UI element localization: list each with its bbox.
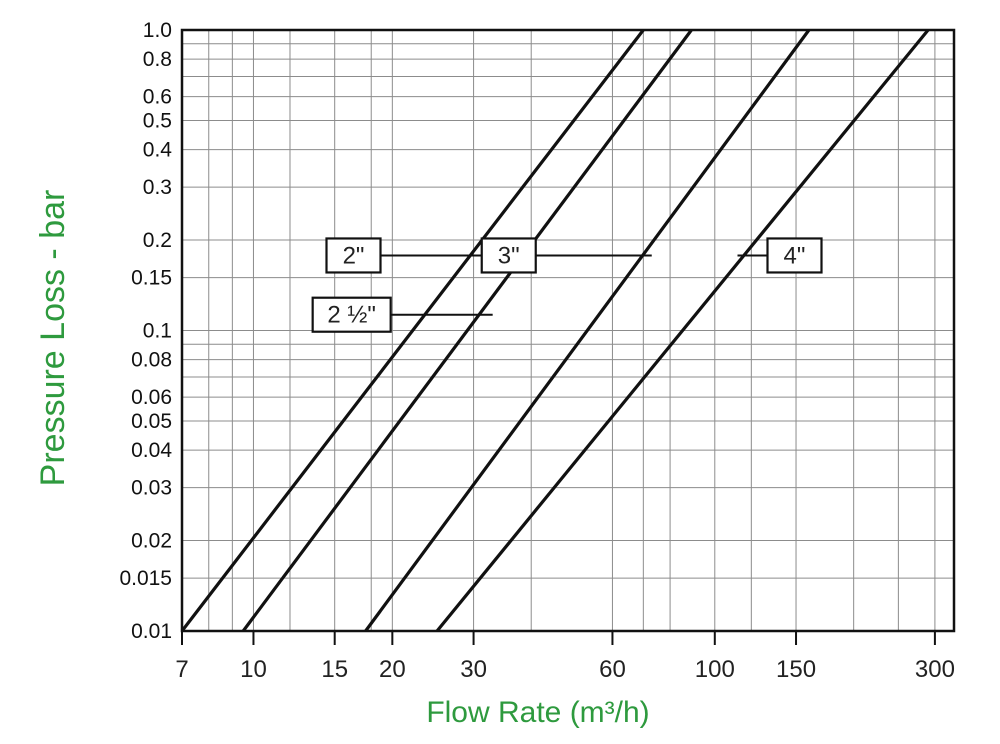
x-tick-labels: 7 10 15 20 30 60 100 150 300 — [175, 631, 955, 683]
y-tick-label: 0.4 — [143, 139, 173, 162]
series-label: 2" — [343, 242, 365, 269]
y-tick-label: 0.06 — [131, 386, 172, 409]
y-tick-label: 0.04 — [131, 439, 172, 462]
y-tick-label: 0.15 — [131, 267, 172, 290]
series-label: 2 ½" — [327, 302, 376, 329]
series-label: 3" — [498, 242, 520, 269]
x-axis-title: Flow Rate (m³/h) — [426, 696, 649, 729]
y-tick-label: 0.03 — [131, 477, 172, 500]
y-tick-labels: 1.0 0.8 0.60.5 0.4 0.3 0.2 0.15 0.1 0.08 0.060.05… — [119, 19, 172, 643]
x-tick-label: 150 — [776, 656, 816, 683]
y-tick-label: 0.08 — [131, 349, 172, 372]
y-tick-label: 0.1 — [143, 320, 172, 343]
x-tick-label: 300 — [915, 656, 955, 683]
y-tick-label: 0.015 — [119, 567, 172, 590]
y-axis-title: Pressure Loss - bar — [34, 190, 72, 487]
y-tick-label: 0.2 — [143, 229, 172, 252]
grid — [182, 30, 954, 631]
series-labels: 2" 2 ½" 3" 4" — [311, 237, 823, 333]
x-tick-label: 10 — [240, 656, 267, 683]
x-tick-label: 7 — [175, 656, 188, 683]
x-tick-label: 20 — [379, 656, 406, 683]
y-tick-label: 1.0 — [143, 19, 172, 42]
series-line — [180, 29, 645, 632]
series-line — [364, 29, 811, 632]
x-tick-label: 100 — [695, 656, 735, 683]
y-tick-label: 0.6 — [143, 86, 172, 109]
series-line — [435, 28, 930, 633]
x-tick-label: 60 — [599, 656, 626, 683]
y-tick-label: 0.3 — [143, 176, 172, 199]
series-lines — [180, 28, 930, 633]
x-tick-label: 15 — [321, 656, 348, 683]
series-label-box — [766, 237, 823, 274]
y-tick-label: 0.01 — [131, 620, 172, 643]
y-tick-label: 0.02 — [131, 530, 172, 553]
series-label: 4" — [784, 242, 806, 269]
y-tick-label: 0.05 — [131, 410, 172, 433]
x-tick-label: 30 — [460, 656, 487, 683]
series-label-box — [311, 296, 392, 333]
y-tick-label: 0.8 — [143, 48, 172, 71]
series-label-box — [325, 237, 382, 274]
series-label-box — [480, 237, 537, 274]
plot-frame — [180, 28, 956, 633]
series-line — [241, 29, 693, 632]
y-tick-label: 0.5 — [143, 109, 172, 132]
